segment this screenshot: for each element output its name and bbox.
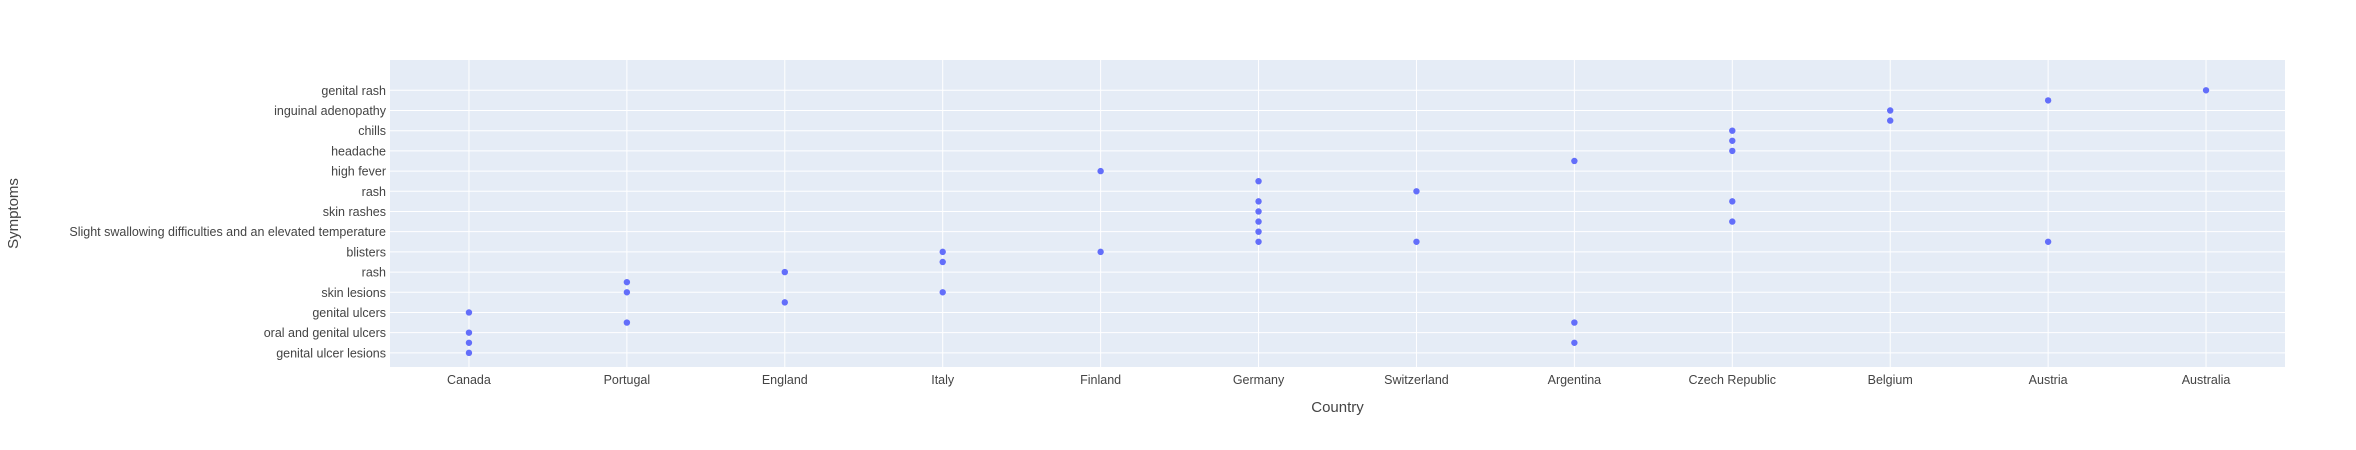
scatter-point[interactable] <box>1255 177 1262 185</box>
scatter-point[interactable] <box>2202 87 2210 94</box>
x-tick-label: Belgium <box>1868 373 1913 387</box>
y-axis-title: Symptoms <box>5 178 22 249</box>
scatter-point[interactable] <box>1571 157 1578 165</box>
x-tick-label: Argentina <box>1548 373 1602 387</box>
scatter-point[interactable] <box>1571 319 1578 326</box>
scatter-point[interactable] <box>1413 238 1420 245</box>
scatter-point[interactable] <box>1729 137 1736 144</box>
y-tick-label: high fever <box>331 165 386 179</box>
x-axis-ticks: Canada Portugal England Italy Finland Germany… <box>447 373 2230 387</box>
scatter-point[interactable] <box>2044 238 2052 245</box>
x-tick-label: Austria <box>2029 373 2068 387</box>
plot-area <box>390 60 2285 367</box>
scatter-point[interactable] <box>465 309 473 316</box>
scatter-point[interactable] <box>1097 167 1104 175</box>
scatter-point[interactable] <box>781 268 788 276</box>
scatter-point[interactable] <box>781 299 788 306</box>
y-tick-label: genital ulcer lesions <box>276 346 386 360</box>
scatter-point[interactable] <box>939 289 946 296</box>
scatter-point[interactable] <box>939 248 946 256</box>
y-tick-label: blisters <box>346 245 386 259</box>
scatter-point[interactable] <box>1729 127 1736 134</box>
y-tick-label: headache <box>331 144 386 158</box>
x-tick-label: Czech Republic <box>1689 373 1777 387</box>
grid-lines <box>390 60 2285 367</box>
scatter-point[interactable] <box>623 319 631 326</box>
scatter-point[interactable] <box>1255 198 1262 205</box>
x-tick-label: Portugal <box>604 373 651 387</box>
scatter-point[interactable] <box>1255 228 1262 235</box>
scatter-point[interactable] <box>465 339 473 346</box>
data-points[interactable] <box>465 87 2210 357</box>
scatter-point[interactable] <box>465 329 473 336</box>
scatter-point[interactable] <box>1571 339 1578 346</box>
y-axis-ticks: genital ulcer lesions oral and genital ul… <box>69 84 386 361</box>
scatter-point[interactable] <box>1255 218 1262 225</box>
y-tick-label: Slight swallowing difficulties and an el… <box>69 225 386 239</box>
y-tick-label: oral and genital ulcers <box>264 326 386 340</box>
x-tick-label: Germany <box>1233 373 1285 387</box>
scatter-point[interactable] <box>1729 218 1736 225</box>
y-tick-label: genital ulcers <box>312 306 386 320</box>
x-tick-label: Finland <box>1080 373 1121 387</box>
scatter-point[interactable] <box>1729 198 1736 205</box>
scatter-point[interactable] <box>1887 107 1894 114</box>
x-axis-title: Country <box>1311 399 1364 416</box>
y-tick-label: chills <box>358 124 386 138</box>
y-tick-label: rash <box>362 266 386 280</box>
scatter-point[interactable] <box>1729 147 1736 155</box>
x-tick-label: Canada <box>447 373 491 387</box>
scatter-point[interactable] <box>939 258 946 266</box>
y-tick-label: genital rash <box>321 84 386 98</box>
y-tick-label: skin lesions <box>321 286 386 300</box>
x-tick-label: Australia <box>2182 373 2231 387</box>
x-tick-label: Switzerland <box>1384 373 1449 387</box>
y-tick-label: skin rashes <box>323 205 386 219</box>
scatter-point[interactable] <box>1255 208 1262 215</box>
y-tick-label: rash <box>362 185 386 199</box>
scatter-point[interactable] <box>2044 97 2052 104</box>
scatter-point[interactable] <box>465 349 473 357</box>
scatter-point[interactable] <box>1887 117 1894 124</box>
x-tick-label: England <box>762 373 808 387</box>
x-tick-label: Italy <box>931 373 955 387</box>
y-tick-label: inguinal adenopathy <box>274 104 387 118</box>
scatter-point[interactable] <box>1097 248 1104 256</box>
scatter-point[interactable] <box>1255 238 1262 245</box>
scatter-point[interactable] <box>623 278 631 286</box>
scatter-point[interactable] <box>623 289 631 296</box>
scatter-point[interactable] <box>1413 188 1420 195</box>
